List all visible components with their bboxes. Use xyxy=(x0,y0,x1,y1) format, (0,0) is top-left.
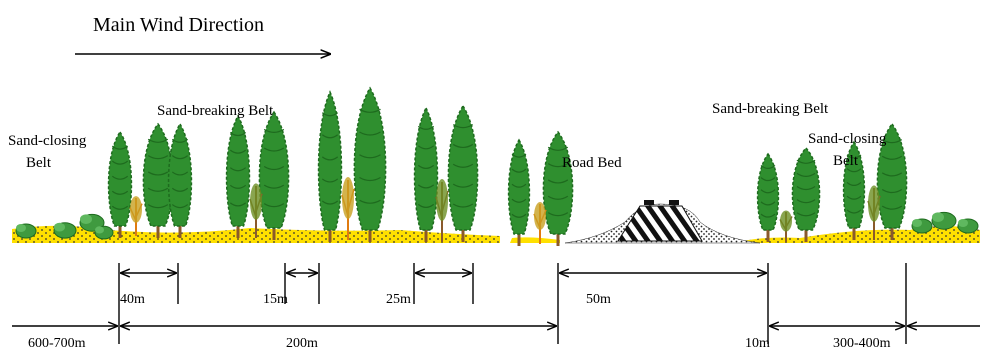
shrub-1 xyxy=(129,196,143,236)
shrub-2 xyxy=(249,183,263,238)
poplar-9 xyxy=(447,104,479,242)
shrub-5 xyxy=(533,202,547,244)
sand-breaking-belt-right-label: Sand-breaking Belt xyxy=(712,101,829,117)
poplar-8 xyxy=(413,106,439,242)
sand-ground-middle xyxy=(510,237,560,243)
sand-breaking-belt-left-label: Sand-breaking Belt xyxy=(157,103,274,119)
dim-25m-label: 25m xyxy=(386,292,411,307)
poplar-11 xyxy=(542,130,574,246)
sand-closing-belt-left-label-1: Sand-closing xyxy=(8,133,87,149)
poplar-5 xyxy=(258,110,290,240)
rail-left xyxy=(644,200,654,205)
poplar-4 xyxy=(225,114,251,238)
road-bed-embankment xyxy=(617,205,703,242)
sand-closing-belt-right-label-1: Sand-closing xyxy=(808,131,887,147)
wind-direction-title: Main Wind Direction xyxy=(93,14,264,36)
poplar-6 xyxy=(317,90,343,242)
poplar-12 xyxy=(756,152,780,242)
poplar-13 xyxy=(791,146,821,242)
sand-closing-belt-right-label-2: Belt xyxy=(833,153,859,169)
dim-50m-label: 50m xyxy=(586,292,611,307)
shrub-3 xyxy=(341,177,355,240)
poplar-15 xyxy=(876,122,908,240)
dim-300-400m-label: 300-400m xyxy=(833,336,891,351)
bush-right-1 xyxy=(911,218,933,234)
poplar-10 xyxy=(507,138,531,246)
dim-15m-label: 15m xyxy=(263,292,288,307)
bush-right-2 xyxy=(931,211,957,230)
shrub-6 xyxy=(779,210,793,242)
road-bed-label: Road Bed xyxy=(562,155,622,171)
bush-left-4 xyxy=(94,225,114,240)
rail-right xyxy=(669,200,679,205)
bush-right-3 xyxy=(957,218,979,234)
vegetation xyxy=(15,86,979,246)
poplar-7 xyxy=(353,86,387,242)
bush-left-2 xyxy=(53,222,77,239)
shrub-4 xyxy=(435,179,449,242)
poplar-14 xyxy=(842,140,866,240)
shrub-7 xyxy=(867,185,881,240)
sand-closing-belt-left-label-2: Belt xyxy=(26,155,52,171)
poplar-2 xyxy=(142,122,174,238)
bush-left-1 xyxy=(15,223,37,239)
dim-600-700m-label: 600-700m xyxy=(28,336,86,351)
poplar-1 xyxy=(107,130,133,238)
dim-200m-label: 200m xyxy=(286,336,318,351)
dim-40m-label: 40m xyxy=(120,292,145,307)
dimension-lines xyxy=(12,263,980,344)
poplar-3 xyxy=(167,122,193,238)
dim-10m-label: 10m xyxy=(745,336,770,351)
